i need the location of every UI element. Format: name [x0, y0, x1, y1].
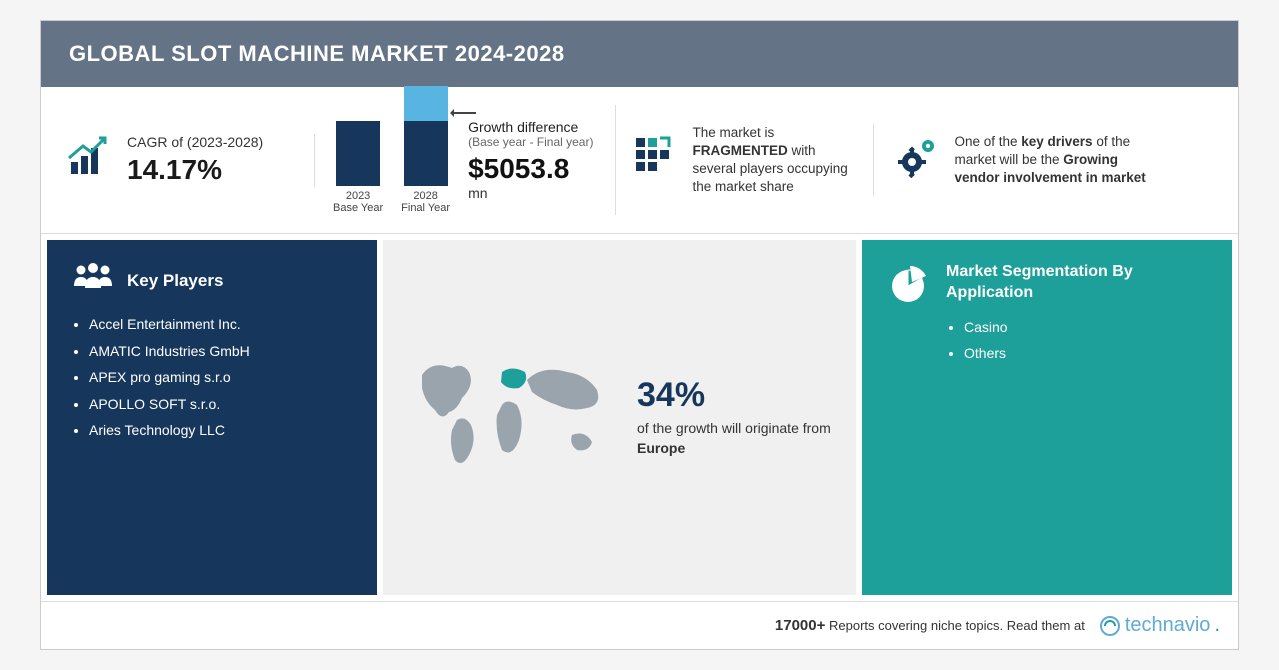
stats-row: CAGR of (2023-2028) 14.17% 2023Base Year	[41, 87, 1238, 234]
world-map-icon	[407, 350, 617, 485]
segmentation-title: Market Segmentation By Application	[946, 262, 1208, 304]
bar-2028	[404, 86, 448, 186]
growth-origin-text: of the growth will originate from Europe	[637, 419, 832, 458]
bar-2023	[336, 121, 380, 186]
bar-2028-label: 2028Final Year	[401, 190, 450, 215]
growth-percent: 34%	[637, 376, 832, 415]
page-title: GLOBAL SLOT MACHINE MARKET 2024-2028	[41, 21, 1238, 87]
key-players-panel: Key Players Accel Entertainment Inc. AMA…	[47, 240, 377, 595]
cagr-block: CAGR of (2023-2028) 14.17%	[65, 134, 315, 187]
infographic-container: GLOBAL SLOT MACHINE MARKET 2024-2028 CAG…	[40, 20, 1239, 650]
footer: 17000+ Reports covering niche topics. Re…	[41, 601, 1238, 649]
list-item: APEX pro gaming s.r.o	[89, 364, 353, 391]
fragmented-text: The market is FRAGMENTED with several pl…	[692, 124, 851, 197]
technavio-logo: technavio.	[1099, 614, 1220, 637]
footer-text: 17000+ Reports covering niche topics. Re…	[775, 617, 1085, 634]
driver-text: One of the key drivers of the market wil…	[954, 133, 1152, 188]
cagr-label: CAGR of (2023-2028)	[127, 134, 263, 150]
growth-diff-value: $5053.8	[468, 153, 593, 185]
growth-origin-panel: 34% of the growth will originate from Eu…	[383, 240, 856, 595]
barchart-icon	[65, 134, 113, 187]
panels-row: Key Players Accel Entertainment Inc. AMA…	[41, 234, 1238, 601]
gear-icon	[892, 134, 940, 187]
growth-block: 2023Base Year 2028Final Year Growth diff…	[333, 105, 616, 215]
list-item: AMATIC Industries GmbH	[89, 338, 353, 365]
people-icon	[71, 262, 115, 299]
segmentation-panel: Market Segmentation By Application Casin…	[862, 240, 1232, 595]
driver-block: One of the key drivers of the market wil…	[892, 133, 1152, 188]
key-players-list: Accel Entertainment Inc. AMATIC Industri…	[71, 311, 353, 444]
fragmented-block: The market is FRAGMENTED with several pl…	[634, 124, 874, 197]
cagr-value: 14.17%	[127, 154, 263, 186]
bar-2023-label: 2023Base Year	[333, 190, 383, 215]
grid-icon	[634, 136, 678, 185]
growth-diff-sublabel: (Base year - Final year)	[468, 135, 593, 149]
list-item: Others	[964, 340, 1208, 367]
growth-diff-unit: mn	[468, 185, 593, 201]
list-item: Aries Technology LLC	[89, 417, 353, 444]
growth-diff-label: Growth difference	[468, 119, 593, 135]
list-item: APOLLO SOFT s.r.o.	[89, 391, 353, 418]
list-item: Accel Entertainment Inc.	[89, 311, 353, 338]
growth-bars: 2023Base Year 2028Final Year	[333, 105, 450, 215]
segmentation-list: Casino Others	[946, 314, 1208, 367]
list-item: Casino	[964, 314, 1208, 341]
key-players-title: Key Players	[127, 271, 223, 291]
pie-chart-icon	[886, 262, 930, 573]
